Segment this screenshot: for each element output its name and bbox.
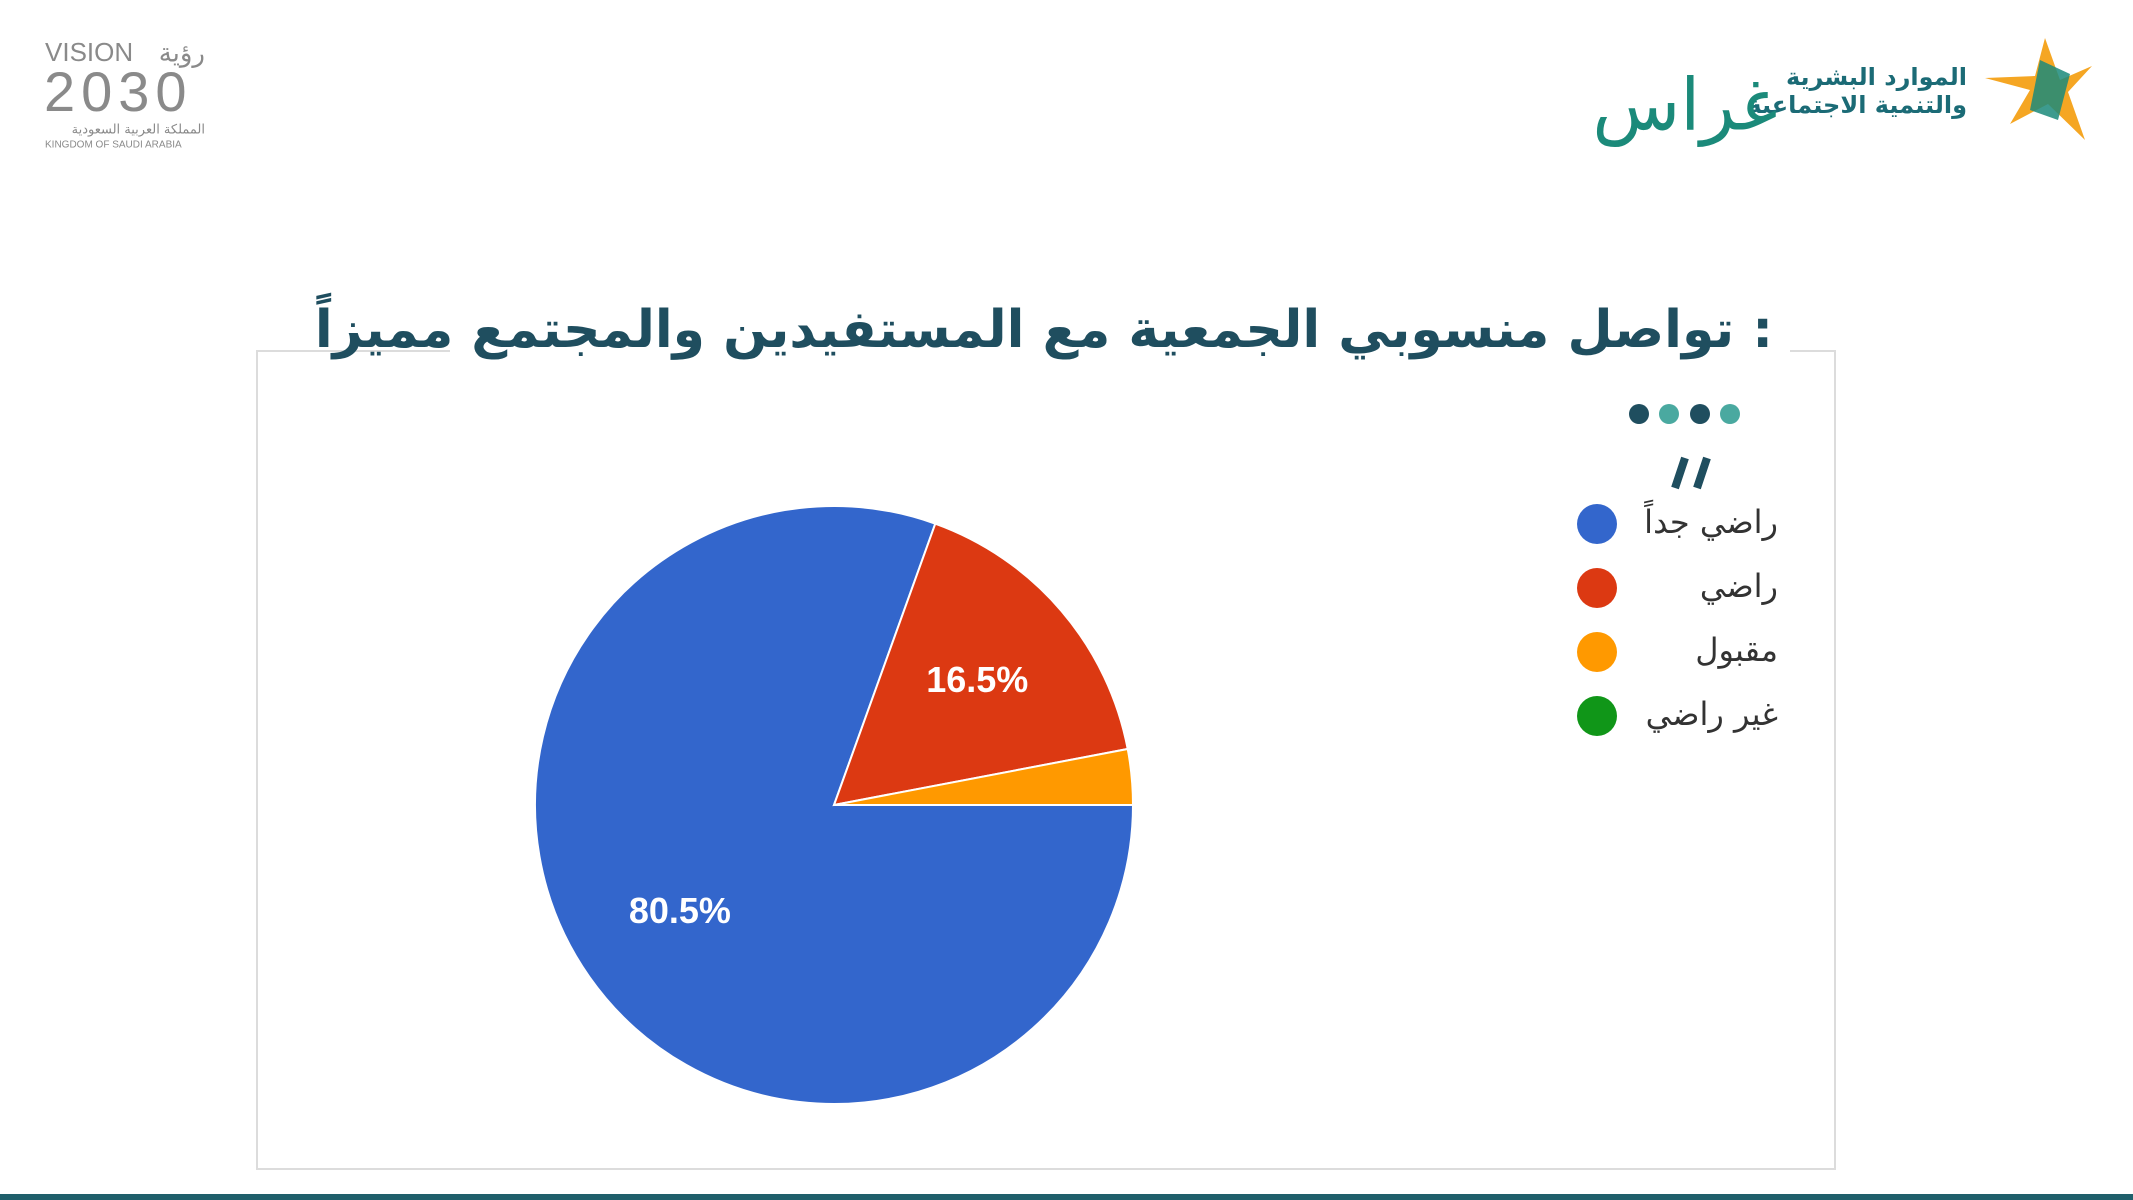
legend-swatch <box>1577 632 1617 672</box>
dot <box>1720 404 1740 424</box>
decor-dots <box>1629 404 1740 490</box>
ministry-logo: الموارد البشرية والتنمية الاجتماعية غراس <box>1592 38 2092 148</box>
pie-slice <box>534 505 1135 1105</box>
vision-en: VISION <box>45 37 133 67</box>
legend-label: غير راضي <box>1646 695 1778 733</box>
vision-ar: رؤية <box>159 39 205 69</box>
vision-logo: VISION رؤية 2030 المملكة العربية السعودي… <box>44 37 205 151</box>
logo-star-inner <box>2030 60 2070 120</box>
dot <box>1629 404 1649 424</box>
dot <box>1690 404 1710 424</box>
pie-chart: 80.5% 16.5% راضي جداً راضي مقبول غير راضي <box>534 499 1778 1105</box>
decor-quote <box>1671 456 1711 490</box>
legend-swatch <box>1577 504 1617 544</box>
legend-swatch <box>1577 696 1617 736</box>
legend-label: مقبول <box>1695 631 1778 669</box>
kingdom-ar: المملكة العربية السعودية <box>72 123 205 138</box>
vision-year: 2030 <box>44 60 193 123</box>
legend-label: راضي جداً <box>1644 499 1778 541</box>
legend-swatch <box>1577 568 1617 608</box>
pie-slice <box>832 522 1129 807</box>
title-backdrop <box>450 300 1790 380</box>
slice-label: 80.5% <box>629 890 731 931</box>
ministry-line2: والتنمية الاجتماعية <box>1747 91 1967 119</box>
ghras-logo: غراس <box>1592 63 1777 148</box>
chart-title: تواصل منسوبي الجمعية مع المستفيدين والمج… <box>315 293 1773 360</box>
dot <box>1659 404 1679 424</box>
legend-label: راضي <box>1700 567 1778 605</box>
kingdom-en: KINGDOM OF SAUDI ARABIA <box>45 140 182 151</box>
bottom-bar <box>0 1194 2133 1200</box>
slice-label: 16.5% <box>926 659 1028 700</box>
ministry-line1: الموارد البشرية <box>1786 63 1967 91</box>
